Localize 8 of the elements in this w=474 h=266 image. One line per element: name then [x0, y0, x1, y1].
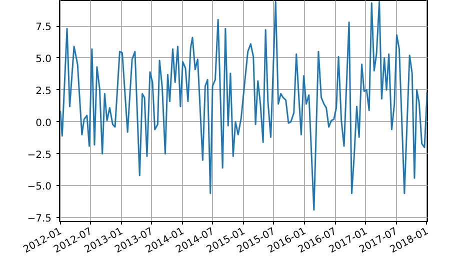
y-tick-label: 7.5	[36, 22, 52, 34]
y-tick-label: 5.0	[36, 54, 52, 65]
y-tick-label: 2.5	[36, 86, 52, 97]
line-series	[60, 1, 428, 211]
y-tick-label: −2.5	[27, 150, 52, 161]
y-tick-label: −5.0	[27, 182, 52, 193]
y-tick-label: 0.0	[36, 118, 52, 129]
y-tick-label: −7.5	[27, 214, 52, 225]
